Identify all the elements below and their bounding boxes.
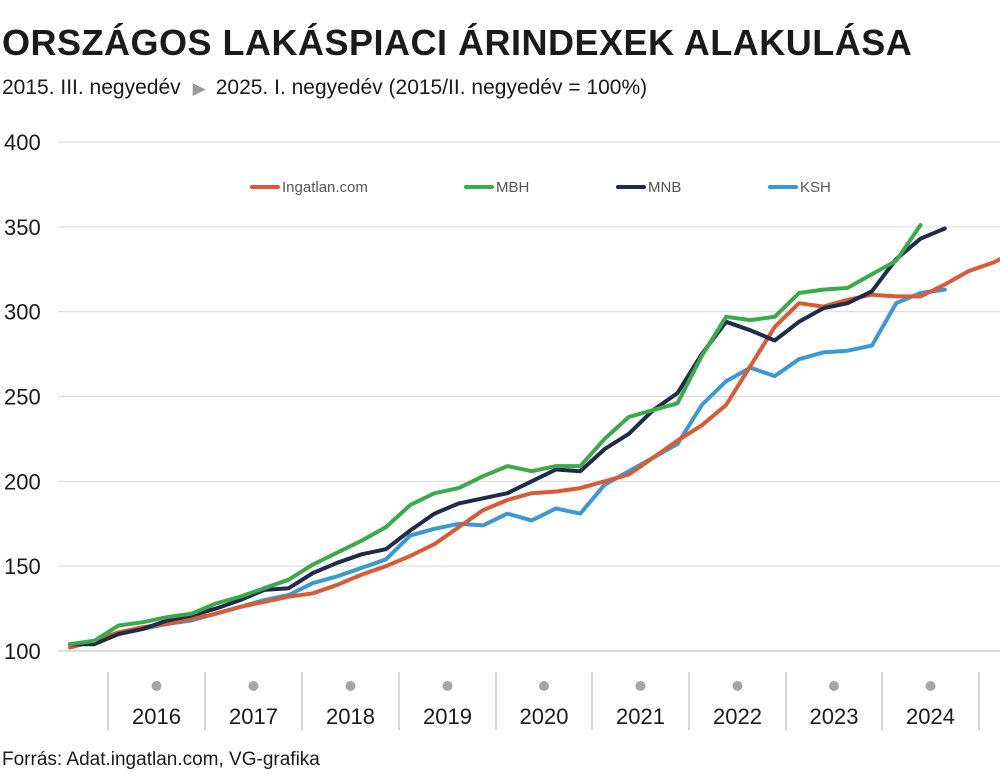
series-line-mbh: [68, 223, 923, 647]
subtitle-start: 2015. III. negyedév: [2, 76, 181, 99]
legend-label: MBH: [496, 179, 529, 196]
x-tick-label: 2018: [326, 704, 375, 729]
series-line-mnb: [68, 226, 947, 647]
year-marker-dot: [345, 681, 356, 691]
x-tick-label: 2017: [229, 704, 278, 729]
year-marker-dot: [635, 681, 646, 691]
x-axis: 2016 2017 2018 2019 2020 2021 2022 2023 2024: [107, 672, 980, 730]
y-tick-label: 200: [4, 469, 41, 494]
x-tick-label: 2016: [132, 704, 181, 729]
y-tick-label: 400: [4, 130, 41, 155]
y-tick-label: 100: [4, 639, 41, 664]
year-marker-dot: [732, 681, 743, 691]
y-axis-ticks: 100 150 200 250 300 350 400: [4, 130, 41, 664]
year-marker-dot: [248, 681, 259, 691]
legend-label: KSH: [800, 179, 831, 196]
year-marker-dot: [151, 681, 162, 691]
year-marker-dot: [539, 681, 549, 691]
x-tick-label: 2023: [810, 704, 859, 729]
x-tick-label: 2024: [906, 704, 955, 729]
x-tick-label: 2020: [520, 704, 569, 729]
series-line-ingatlan-com: [68, 257, 1000, 650]
grid: [58, 141, 1000, 652]
year-marker-dot: [442, 681, 453, 691]
chart-subtitle: 2015. III. negyedév ▶ 2025. I. negyedév (2…: [2, 76, 647, 100]
legend: Ingatlan.com MBH MNB KSH: [250, 179, 831, 196]
year-marker-dot: [925, 681, 936, 691]
source-note: Forrás: Adat.ingatlan.com, VG-grafika: [2, 749, 320, 770]
x-tick-label: 2022: [713, 704, 762, 729]
y-tick-label: 150: [4, 554, 41, 579]
series-lines: [68, 223, 1000, 650]
y-tick-label: 250: [4, 385, 41, 410]
year-marker-dot: [829, 681, 839, 691]
y-tick-label: 300: [4, 300, 41, 325]
subtitle-end: 2025. I. negyedév (2015/II. negyedév = 1…: [215, 76, 648, 99]
legend-label: Ingatlan.com: [282, 179, 368, 196]
legend-label: MNB: [648, 179, 681, 196]
chart-title: ORSZÁGOS LAKÁSPIACI ÁRINDEXEK ALAKULÁSA: [2, 22, 913, 63]
y-tick-label: 350: [4, 215, 41, 240]
x-tick-label: 2021: [616, 704, 665, 729]
play-arrow-icon: ▶: [192, 79, 206, 98]
x-tick-label: 2019: [423, 704, 472, 729]
